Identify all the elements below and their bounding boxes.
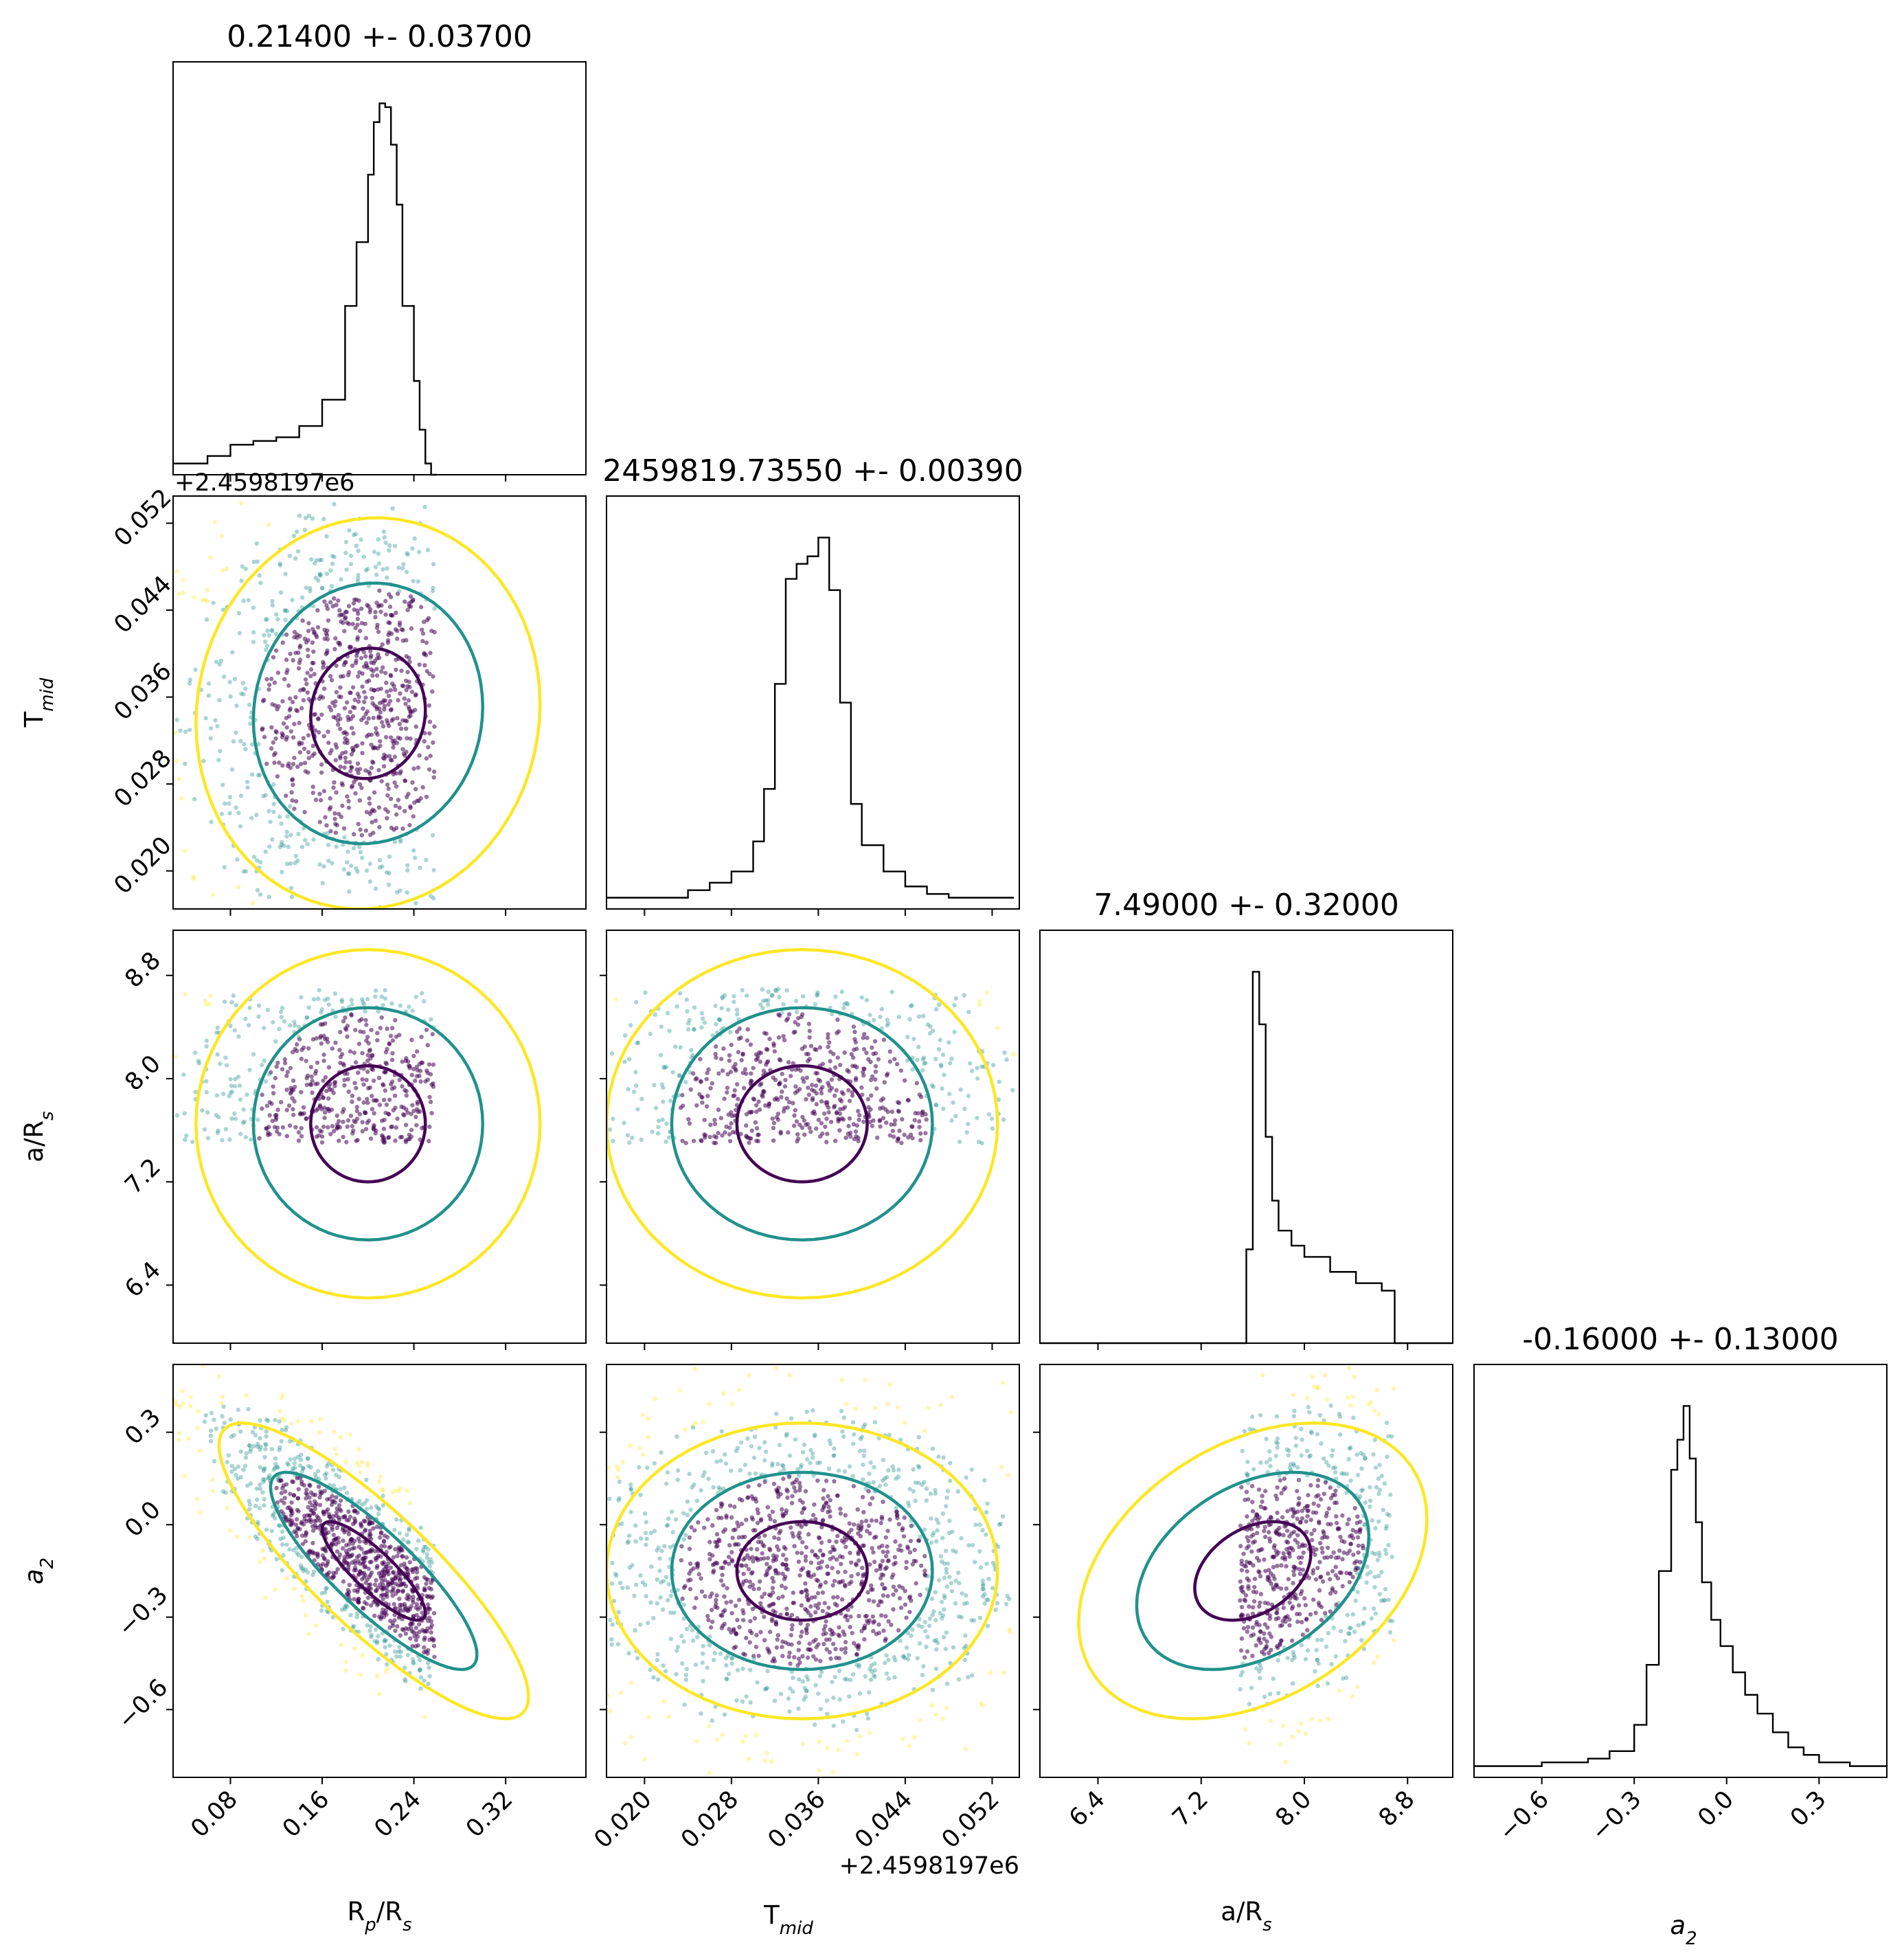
x-tick-label: 0.044 (850, 1786, 918, 1854)
panel-title: 2459819.73550 +- 0.00390 (602, 453, 1023, 488)
panel-frame (1473, 1364, 1888, 1778)
contour-2sigma (670, 1006, 934, 1242)
x-tick-label: −0.6 (1494, 1786, 1554, 1846)
panel-frame (606, 1364, 1020, 1778)
y-tick-label: 0.036 (109, 657, 177, 726)
scatter-panel-tmid-ars (606, 930, 1020, 1344)
contour-2sigma (1135, 1470, 1371, 1672)
hist-panel-a2: -0.16000 +- 0.13000 (1473, 1322, 1888, 1778)
contour-3sigma (607, 947, 999, 1300)
panel-title: -0.16000 +- 0.13000 (1522, 1322, 1839, 1357)
x-axis-label: Rp/Rs (348, 1897, 412, 1935)
x-tick-label: 0.052 (937, 1786, 1005, 1854)
x-tick-label: 0.24 (370, 1786, 427, 1843)
contour-1sigma (320, 1520, 427, 1622)
y-tick-label: 0.020 (109, 831, 177, 899)
y-tick-label: −0.6 (113, 1674, 173, 1734)
scatter-panel-ars-a2 (1039, 1364, 1453, 1778)
contour-1sigma (735, 1064, 869, 1184)
y-tick-label: 0.3 (120, 1404, 166, 1450)
hist-panel-ars: 7.49000 +- 0.32000 (1039, 888, 1453, 1345)
x-tick-label: 6.4 (1064, 1786, 1111, 1832)
contour-1sigma (309, 1064, 427, 1184)
histogram-line (173, 102, 437, 476)
y-tick-label: 0.052 (109, 484, 177, 552)
sample-points (173, 987, 436, 1146)
scatter-panel-rp-tmid (172, 495, 587, 910)
scatter-panel-rp-a2 (172, 1364, 587, 1778)
x-axis-label: a/Rs (1221, 1897, 1271, 1935)
contour-2sigma (251, 1006, 485, 1242)
x-tick-label: 0.028 (676, 1786, 744, 1854)
sample-points (607, 1365, 1013, 1775)
histogram-line (607, 537, 1015, 899)
x-tick-label: 7.2 (1167, 1786, 1214, 1832)
x-tick-label: 0.0 (1692, 1786, 1739, 1832)
y-tick-label: 7.2 (120, 1154, 166, 1200)
sample-points (1238, 1365, 1396, 1764)
contour-1sigma (735, 1520, 869, 1622)
panel-frame (172, 1364, 587, 1778)
panel-frame (1039, 1364, 1453, 1778)
y-tick-label: 0.028 (109, 745, 177, 813)
panel-frame (172, 495, 587, 910)
contour-1sigma (309, 647, 427, 780)
y-tick-label: 0.0 (120, 1496, 166, 1543)
x-tick-label: 8.8 (1374, 1786, 1420, 1832)
x-tick-label: 0.32 (461, 1786, 518, 1843)
sample-points (173, 501, 437, 909)
x-axis-label: Tmid (763, 1900, 813, 1939)
x-tick-label: 0.16 (277, 1786, 335, 1843)
panel-frame (606, 495, 1020, 910)
y-tick-label: −0.3 (113, 1582, 173, 1642)
histogram-line (1040, 971, 1453, 1345)
y-axis-label: a/Rs (19, 1111, 58, 1162)
panel-frame (606, 930, 1020, 1344)
panel-frame (172, 930, 587, 1344)
y-offset-label: +2.4598197e6 (174, 469, 354, 497)
x-tick-label: −0.3 (1586, 1786, 1646, 1846)
y-tick-label: 6.4 (120, 1257, 166, 1303)
contour-3sigma (217, 1421, 530, 1720)
hist-panel-rp: 0.21400 +- 0.03700 (172, 19, 587, 476)
contour-3sigma (1077, 1421, 1429, 1721)
x-axis-label: a2 (1670, 1911, 1697, 1949)
contour-2sigma (670, 1470, 934, 1672)
contour-2sigma (251, 581, 485, 846)
contour-1sigma (1193, 1520, 1313, 1622)
panel-title: 7.49000 +- 0.32000 (1093, 888, 1399, 923)
sample-points (607, 987, 1016, 1146)
contour-3sigma (607, 1421, 999, 1721)
y-axis-label: Tmid (19, 677, 58, 728)
y-tick-label: 8.0 (120, 1050, 166, 1097)
y-tick-label: 0.044 (109, 571, 177, 639)
histogram-line (1474, 1405, 1887, 1767)
contour-2sigma (269, 1470, 479, 1672)
contour-3sigma (194, 516, 542, 909)
x-tick-label: 0.020 (589, 1786, 657, 1854)
x-offset-label: +2.4598197e6 (839, 1852, 1019, 1880)
panel-title: 0.21400 +- 0.03700 (227, 19, 532, 54)
x-tick-label: 0.3 (1785, 1786, 1832, 1832)
contour-3sigma (194, 947, 542, 1300)
x-tick-label: 0.08 (185, 1786, 242, 1843)
scatter-panel-rp-ars (172, 930, 587, 1344)
hist-panel-tmid: 2459819.73550 +- 0.00390 (602, 453, 1023, 910)
panel-frame (172, 61, 587, 475)
y-tick-label: 8.8 (120, 947, 166, 993)
y-axis-label: a2 (19, 1558, 58, 1584)
x-tick-label: 0.036 (763, 1786, 831, 1854)
x-tick-label: 8.0 (1271, 1786, 1317, 1832)
scatter-panel-tmid-a2 (606, 1364, 1020, 1778)
